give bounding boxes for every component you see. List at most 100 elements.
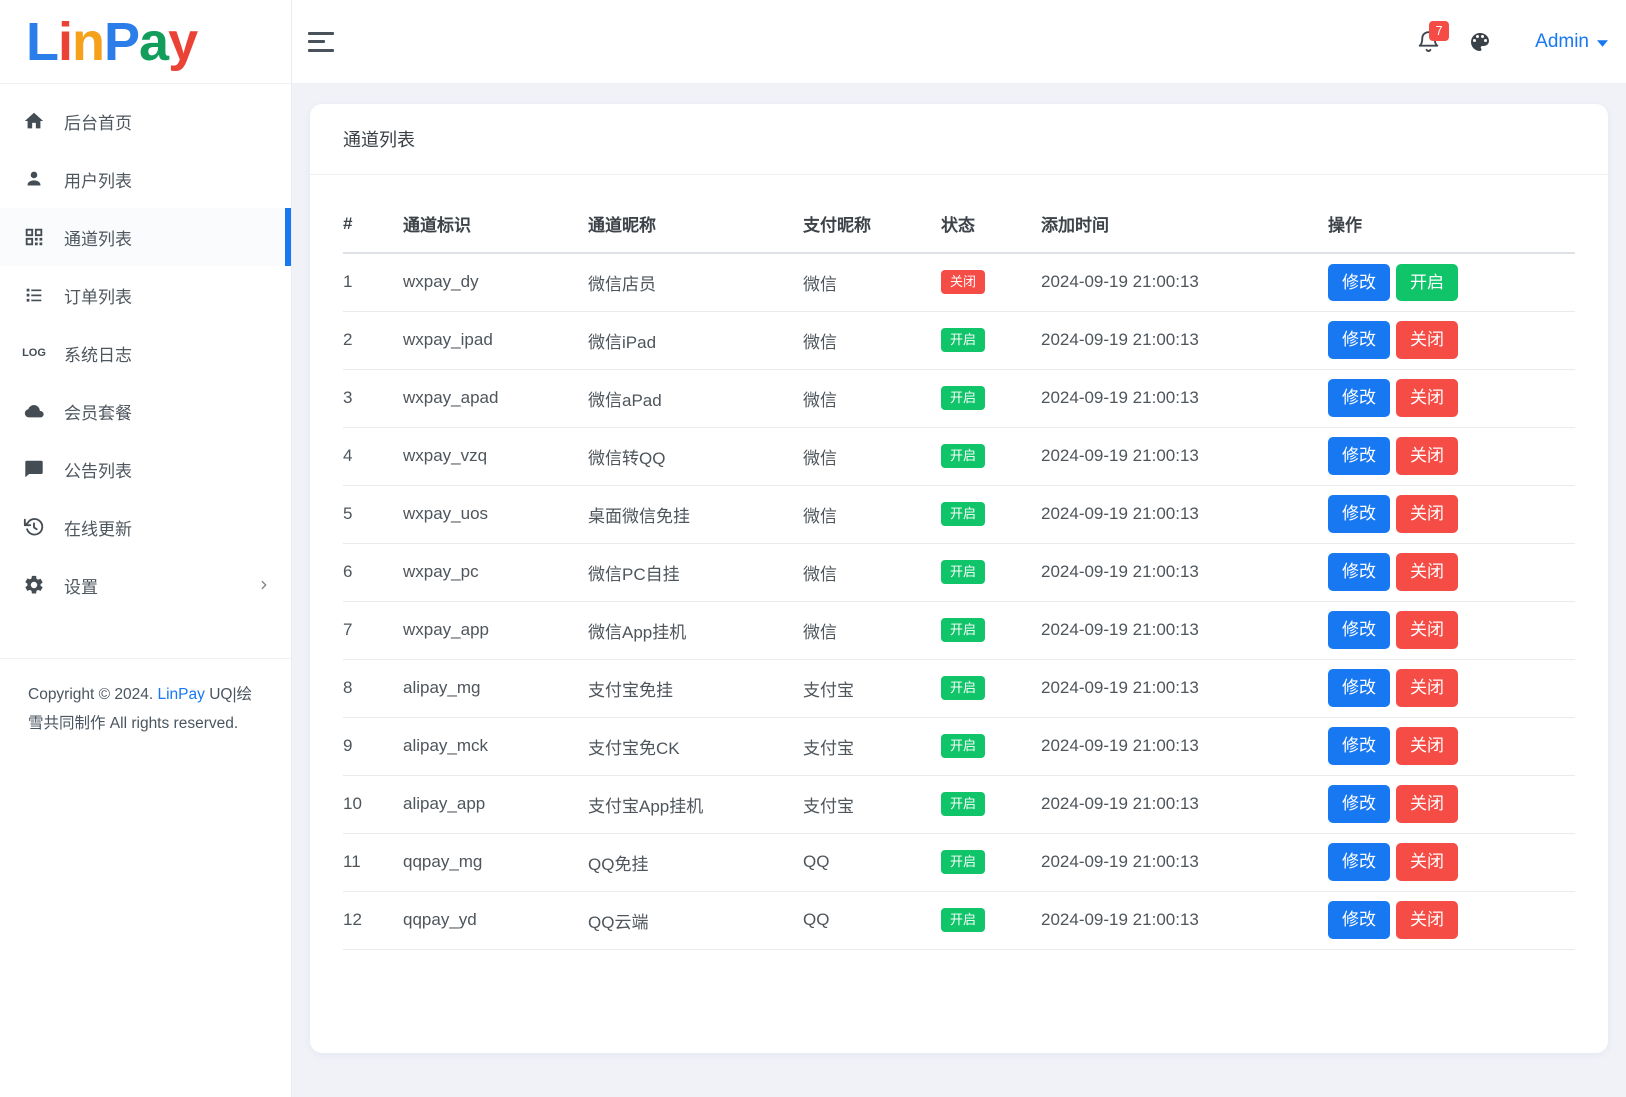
row-index: 7 xyxy=(343,601,403,660)
status-badge: 关闭 xyxy=(941,270,986,295)
footer-brand-link[interactable]: LinPay xyxy=(157,686,205,703)
edit-button[interactable]: 修改 xyxy=(1328,553,1390,591)
table-header-row: # 通道标识 通道昵称 支付昵称 状态 添加时间 操作 xyxy=(343,195,1575,254)
pay-nickname: 微信 xyxy=(803,485,941,544)
close-button[interactable]: 关闭 xyxy=(1396,321,1458,359)
column-header: 通道标识 xyxy=(403,195,588,254)
pay-nickname: 微信 xyxy=(803,253,941,312)
table-row: 8 alipay_mg 支付宝免挂 支付宝 开启 2024-09-19 21:00:13 修… xyxy=(343,659,1575,718)
edit-button[interactable]: 修改 xyxy=(1328,495,1390,533)
channel-code: alipay_app xyxy=(403,775,588,834)
theme-button[interactable] xyxy=(1468,30,1492,54)
added-time: 2024-09-19 21:00:13 xyxy=(1041,717,1328,776)
close-button[interactable]: 关闭 xyxy=(1396,495,1458,533)
added-time: 2024-09-19 21:00:13 xyxy=(1041,891,1328,950)
update-icon xyxy=(22,515,46,539)
rights-text: UQ|绘雪共同制作 All rights reserved. xyxy=(28,686,252,732)
home-icon xyxy=(22,109,46,133)
user-dropdown[interactable]: Admin xyxy=(1535,31,1608,53)
column-header: 操作 xyxy=(1328,195,1575,254)
row-index: 2 xyxy=(343,311,403,370)
edit-button[interactable]: 修改 xyxy=(1328,263,1390,301)
close-button[interactable]: 关闭 xyxy=(1396,843,1458,881)
close-button[interactable]: 关闭 xyxy=(1396,379,1458,417)
table-body: 1 wxpay_dy 微信店员 微信 关闭 2024-09-19 21:00:13 修改 开启… xyxy=(343,253,1575,950)
row-index: 12 xyxy=(343,891,403,950)
added-time: 2024-09-19 21:00:13 xyxy=(1041,833,1328,892)
row-index: 3 xyxy=(343,369,403,428)
sidebar-item-settings[interactable]: 设置 xyxy=(0,556,291,614)
column-header: 通道昵称 xyxy=(588,195,803,254)
sidebar-footer: Copyright © 2024. LinPay UQ|绘雪共同制作 All r… xyxy=(0,658,291,760)
sidebar-item-orders[interactable]: 订单列表 xyxy=(0,266,291,324)
column-header: # xyxy=(343,195,403,254)
edit-button[interactable]: 修改 xyxy=(1328,321,1390,359)
channel-code: qqpay_mg xyxy=(403,833,588,892)
sidebar-item-logs[interactable]: LOG 系统日志 xyxy=(0,324,291,382)
sidebar-item-update[interactable]: 在线更新 xyxy=(0,498,291,556)
close-button[interactable]: 关闭 xyxy=(1396,553,1458,591)
row-actions: 修改 关闭 xyxy=(1328,379,1567,417)
sidebar-item-notices[interactable]: 公告列表 xyxy=(0,440,291,498)
table-row: 6 wxpay_pc 微信PC自挂 微信 开启 2024-09-19 21:00:13 修改… xyxy=(343,543,1575,602)
close-button[interactable]: 关闭 xyxy=(1396,901,1458,939)
topbar: 7 Admin xyxy=(292,0,1626,84)
sidebar-item-label: 通道列表 xyxy=(64,229,132,249)
palette-icon xyxy=(1471,32,1490,51)
logo-letter: i xyxy=(58,11,73,72)
close-button[interactable]: 关闭 xyxy=(1396,785,1458,823)
chevron-right-icon xyxy=(257,578,271,592)
table-row: 11 qqpay_mg QQ免挂 QQ 开启 2024-09-19 21:00:13 修改关… xyxy=(343,833,1575,892)
menu-toggle-button[interactable] xyxy=(308,30,338,54)
log-icon: LOG xyxy=(22,347,46,359)
channel-nickname: 微信转QQ xyxy=(588,427,803,486)
edit-button[interactable]: 修改 xyxy=(1328,669,1390,707)
sidebar-item-plans[interactable]: 会员套餐 xyxy=(0,382,291,440)
enable-button[interactable]: 开启 xyxy=(1396,263,1458,301)
table-row: 10 alipay_app 支付宝App挂机 支付宝 开启 2024-09-19 21:0… xyxy=(343,775,1575,834)
status-badge: 开启 xyxy=(941,850,986,874)
table-row: 9 alipay_mck 支付宝免CK 支付宝 开启 2024-09-19 21:00:1… xyxy=(343,717,1575,776)
edit-button[interactable]: 修改 xyxy=(1328,379,1390,417)
logo-letter: n xyxy=(72,11,105,72)
sidebar-item-users[interactable]: 用户列表 xyxy=(0,150,291,208)
user-icon xyxy=(22,167,46,191)
sidebar-item-channels[interactable]: 通道列表 xyxy=(0,208,291,266)
close-button[interactable]: 关闭 xyxy=(1396,669,1458,707)
edit-button[interactable]: 修改 xyxy=(1328,843,1390,881)
row-actions: 修改 关闭 xyxy=(1328,785,1567,823)
edit-button[interactable]: 修改 xyxy=(1328,611,1390,649)
edit-button[interactable]: 修改 xyxy=(1328,727,1390,765)
status-badge: 开启 xyxy=(941,328,986,352)
channel-nickname: 微信PC自挂 xyxy=(588,543,803,602)
close-button[interactable]: 关闭 xyxy=(1396,437,1458,475)
content-area: 通道列表 # 通道标识 通道昵称 支付昵称 状态 添加时间 操作 1 wxpay_dy 微信店员… xyxy=(292,84,1626,1097)
sidebar-item-home[interactable]: 后台首页 xyxy=(0,92,291,150)
notifications-button[interactable]: 7 xyxy=(1416,21,1450,54)
sidebar-item-label: 在线更新 xyxy=(64,519,132,539)
logo-letter: y xyxy=(168,11,198,72)
sidebar-item-label: 系统日志 xyxy=(64,345,132,365)
channel-code: qqpay_yd xyxy=(403,891,588,950)
notification-count-badge: 7 xyxy=(1429,21,1450,41)
close-button[interactable]: 关闭 xyxy=(1396,727,1458,765)
qrcode-icon xyxy=(22,225,46,249)
row-actions: 修改 关闭 xyxy=(1328,727,1567,765)
row-index: 5 xyxy=(343,485,403,544)
added-time: 2024-09-19 21:00:13 xyxy=(1041,427,1328,486)
logo-letter: a xyxy=(139,11,169,72)
copyright-text: Copyright © 2024. xyxy=(28,686,154,703)
added-time: 2024-09-19 21:00:13 xyxy=(1041,775,1328,834)
added-time: 2024-09-19 21:00:13 xyxy=(1041,485,1328,544)
pay-nickname: 支付宝 xyxy=(803,775,941,834)
user-label: Admin xyxy=(1535,30,1589,52)
table-row: 4 wxpay_vzq 微信转QQ 微信 开启 2024-09-19 21:00:13 修改… xyxy=(343,427,1575,486)
close-button[interactable]: 关闭 xyxy=(1396,611,1458,649)
edit-button[interactable]: 修改 xyxy=(1328,785,1390,823)
edit-button[interactable]: 修改 xyxy=(1328,901,1390,939)
channel-nickname: QQ免挂 xyxy=(588,833,803,892)
channel-nickname: 支付宝App挂机 xyxy=(588,775,803,834)
sidebar-item-label: 订单列表 xyxy=(64,287,132,307)
edit-button[interactable]: 修改 xyxy=(1328,437,1390,475)
